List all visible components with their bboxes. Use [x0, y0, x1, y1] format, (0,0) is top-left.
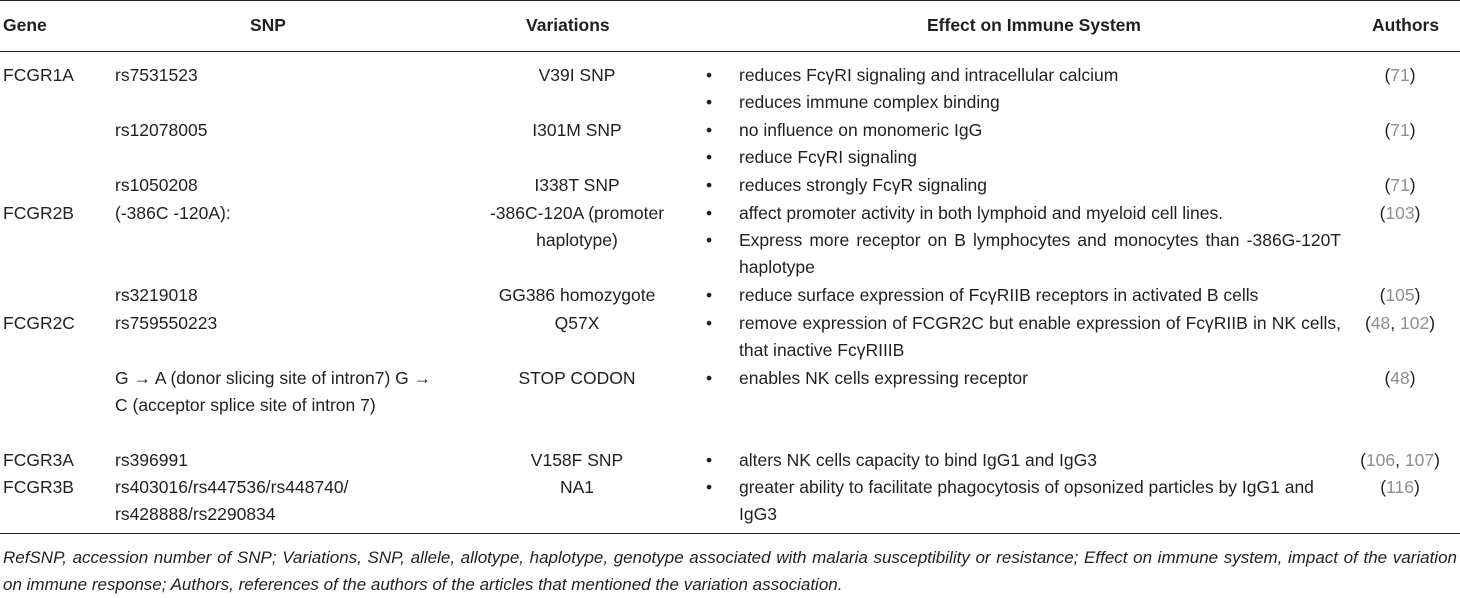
effect-text: affect promoter activity in both lymphoi…	[739, 203, 1224, 223]
bullet: •	[706, 477, 713, 497]
snp-cell: rs1050208	[115, 175, 198, 195]
effect-text: reduces strongly FcγR signaling	[739, 175, 988, 195]
table-footnote: RefSNP, accession number of SNP; Variati…	[3, 548, 1457, 594]
reference-link[interactable]: 71	[1390, 65, 1410, 85]
header-effect: Effect on Immune System	[927, 15, 1141, 35]
reference-link[interactable]: 48	[1370, 313, 1391, 333]
snp-cell: rs7531523	[115, 65, 198, 85]
reference-link[interactable]: 71	[1390, 120, 1410, 140]
snp-cell: rs12078005	[115, 120, 208, 140]
effect-text: greater ability to facilitate phagocytos…	[739, 477, 1314, 524]
header-variations: Variations	[526, 15, 610, 35]
gene-cell: FCGR2B	[3, 203, 74, 223]
snp-cell: G → A (donor slicing site of intron7) G …	[115, 368, 432, 415]
effect-text: reduces immune complex binding	[739, 92, 1000, 112]
authors-cell: (71)	[1384, 175, 1416, 195]
reference-link[interactable]: 116	[1386, 477, 1414, 497]
effect-text: reduce surface expression of FcγRIIB rec…	[739, 285, 1259, 305]
snp-cell: rs759550223	[115, 313, 218, 333]
variation-cell: NA1	[559, 477, 595, 497]
header-snp: SNP	[250, 15, 286, 35]
bullet: •	[706, 368, 713, 388]
bullet: •	[706, 92, 713, 112]
variation-cell: V158F SNP	[530, 450, 624, 470]
authors-cell: (106, 107)	[1360, 450, 1440, 470]
effect-text: no influence on monomeric IgG	[739, 120, 983, 140]
reference-link[interactable]: 71	[1390, 175, 1410, 195]
variation-cell: I338T SNP	[534, 175, 620, 195]
authors-cell: (71)	[1384, 65, 1416, 85]
variation-cell: -386C-120A (promoter haplotype)	[489, 203, 665, 250]
reference-link[interactable]: 105	[1385, 285, 1415, 305]
reference-link[interactable]: 102	[1400, 313, 1430, 333]
snp-cell: (-386C -120A):	[115, 203, 231, 223]
header-authors: Authors	[1372, 15, 1440, 35]
reference-link[interactable]: 107	[1404, 450, 1435, 470]
bullet: •	[706, 65, 713, 85]
authors-cell: (116)	[1380, 477, 1420, 497]
variation-cell: GG386 homozygote	[498, 285, 656, 305]
bullet: •	[706, 285, 713, 305]
effect-text: Express more receptor on B lymphocytes a…	[739, 230, 1341, 277]
authors-cell: (48, 102)	[1364, 313, 1436, 333]
variation-cell: I301M SNP	[532, 120, 622, 140]
gene-cell: FCGR3A	[3, 450, 74, 470]
bullet: •	[706, 175, 713, 195]
authors-cell: (105)	[1379, 285, 1421, 305]
snp-cell: rs403016/rs447536/rs448740/ rs428888/rs2…	[115, 477, 349, 524]
top-rule	[0, 0, 1460, 1]
authors-cell: (48)	[1384, 368, 1416, 388]
header-rule	[0, 51, 1460, 52]
bottom-rule	[0, 533, 1460, 534]
variation-cell: STOP CODON	[518, 368, 636, 388]
variation-cell: Q57X	[554, 313, 600, 333]
effect-text: alters NK cells capacity to bind IgG1 an…	[739, 450, 1097, 470]
bullet: •	[706, 203, 713, 223]
reference-link[interactable]: 103	[1385, 203, 1415, 223]
variation-cell: V39I SNP	[538, 65, 616, 85]
gene-cell: FCGR3B	[3, 477, 74, 497]
effect-text: enables NK cells expressing receptor	[739, 368, 1028, 388]
snp-cell: rs3219018	[115, 285, 198, 305]
snp-cell: rs396991	[115, 450, 188, 470]
bullet: •	[706, 313, 713, 333]
bullet: •	[706, 230, 713, 250]
effect-text: reduces FcγRI signaling and intracellula…	[739, 65, 1119, 85]
bullet: •	[706, 450, 713, 470]
reference-link[interactable]: 48	[1390, 368, 1410, 388]
bullet: •	[706, 120, 713, 140]
header-gene: Gene	[3, 15, 47, 35]
gene-cell: FCGR1A	[3, 65, 74, 85]
authors-cell: (103)	[1379, 203, 1421, 223]
gene-cell: FCGR2C	[3, 313, 75, 333]
effect-text: reduce FcγRI signaling	[739, 147, 917, 167]
effect-text: remove expression of FCGR2C but enable e…	[739, 313, 1341, 360]
reference-link[interactable]: 106	[1365, 450, 1396, 470]
bullet: •	[706, 147, 713, 167]
authors-cell: (71)	[1384, 120, 1416, 140]
